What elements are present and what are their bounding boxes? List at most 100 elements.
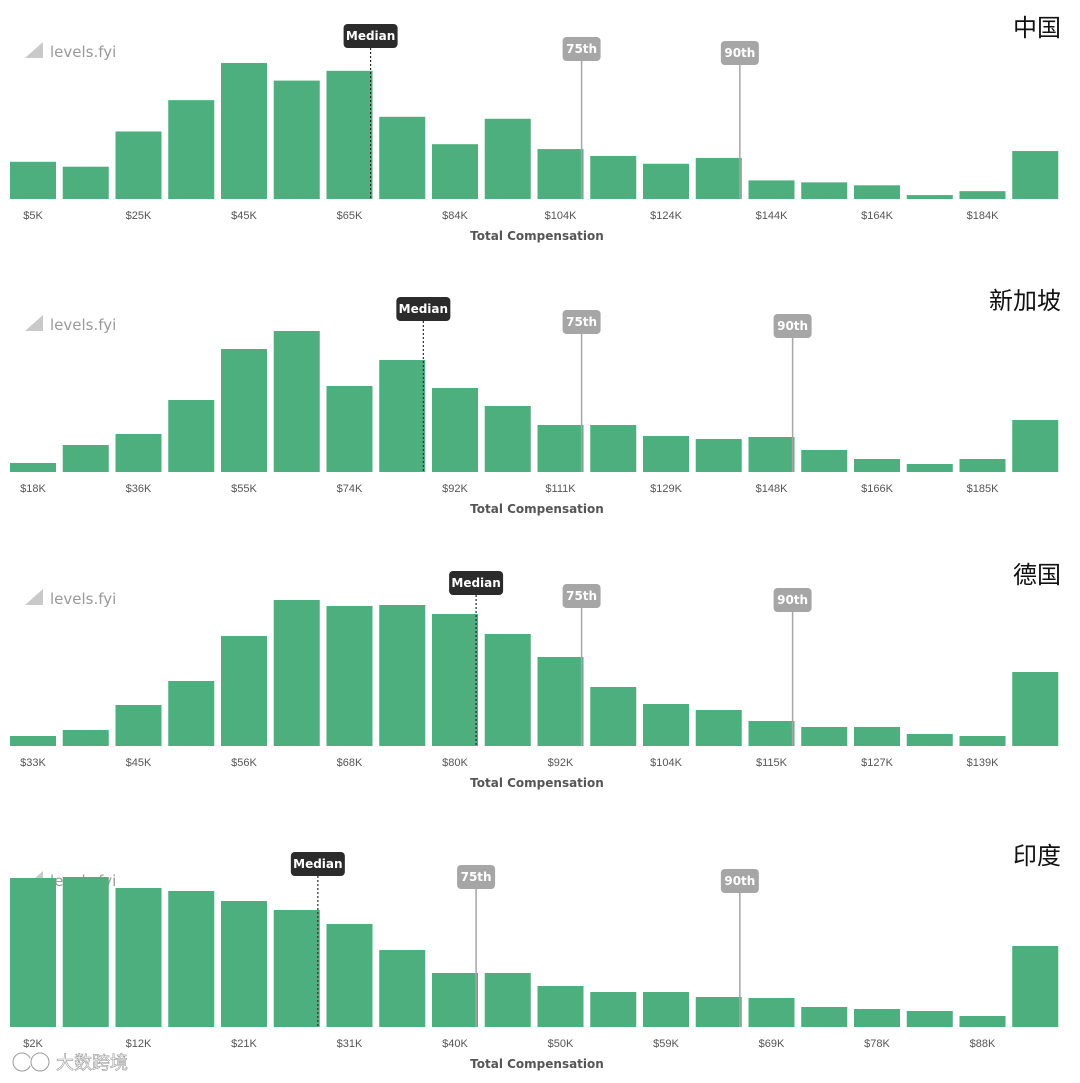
marker-label: Median (451, 576, 500, 590)
bar[interactable] (695, 439, 742, 472)
levels-logo: levels.fyi (25, 315, 116, 334)
bar[interactable] (643, 992, 689, 1027)
bar[interactable] (432, 973, 478, 1027)
bar[interactable] (590, 425, 637, 472)
bar[interactable] (537, 657, 584, 746)
country-title: 新加坡 (989, 287, 1061, 315)
bar[interactable] (115, 434, 162, 472)
bar[interactable] (959, 1016, 1006, 1027)
bar[interactable] (959, 459, 1006, 472)
bar[interactable] (695, 157, 742, 199)
bar[interactable] (432, 614, 478, 746)
bar[interactable] (959, 736, 1006, 746)
bar[interactable] (62, 877, 109, 1027)
bar[interactable] (695, 710, 742, 746)
bar[interactable] (432, 388, 478, 472)
bar[interactable] (379, 950, 426, 1027)
median-marker: Median (343, 24, 398, 199)
bar[interactable] (590, 992, 637, 1027)
bar[interactable] (537, 986, 584, 1027)
x-tick-label: $50K (548, 1038, 574, 1050)
bar[interactable] (748, 998, 795, 1027)
bar[interactable] (168, 100, 215, 199)
bar[interactable] (906, 464, 953, 472)
bar[interactable] (10, 736, 56, 746)
bar[interactable] (801, 1007, 848, 1027)
bar[interactable] (221, 636, 267, 746)
bar[interactable] (906, 1011, 953, 1027)
percentile-marker-75th: 75th (562, 37, 601, 199)
bar[interactable] (854, 459, 900, 472)
bar[interactable] (537, 425, 584, 472)
x-tick-label: $78K (864, 1038, 890, 1050)
bar[interactable] (537, 149, 584, 199)
bar[interactable] (801, 727, 848, 746)
bar[interactable] (379, 360, 426, 472)
marker-box (449, 571, 504, 595)
bar[interactable] (62, 445, 109, 472)
bar[interactable] (115, 131, 162, 199)
bar[interactable] (1012, 420, 1059, 472)
bar[interactable] (62, 730, 109, 746)
bar[interactable] (168, 400, 215, 472)
bar[interactable] (590, 155, 637, 199)
x-tick-label: $68K (337, 757, 363, 769)
bar[interactable] (854, 1009, 900, 1027)
levels-logo-icon (25, 589, 43, 605)
bar[interactable] (379, 116, 426, 199)
bar[interactable] (906, 195, 953, 199)
bar[interactable] (643, 704, 689, 746)
bar[interactable] (221, 349, 267, 472)
bar[interactable] (906, 734, 953, 746)
bar[interactable] (1012, 946, 1059, 1027)
bar[interactable] (326, 924, 373, 1027)
bar[interactable] (10, 463, 56, 472)
bar[interactable] (115, 888, 162, 1027)
bar[interactable] (748, 180, 795, 199)
bar[interactable] (590, 687, 637, 746)
bar[interactable] (432, 144, 478, 199)
x-tick-label: $139K (967, 757, 999, 769)
bar[interactable] (168, 891, 215, 1027)
x-axis-label: Total Compensation (470, 776, 604, 790)
percentile-marker-75th: 75th (457, 865, 496, 1027)
bar[interactable] (748, 721, 795, 746)
bar[interactable] (273, 600, 320, 746)
bar[interactable] (10, 161, 56, 199)
bar[interactable] (326, 606, 373, 746)
bar[interactable] (1012, 151, 1059, 199)
bar[interactable] (484, 634, 531, 746)
bar[interactable] (801, 450, 848, 472)
bar[interactable] (959, 191, 1006, 199)
x-tick-label: $45K (231, 210, 257, 222)
bar[interactable] (273, 331, 320, 472)
chart-panel-3: levels.fyiMedian75th90th$2K$12K$21K$31K$… (10, 842, 1061, 1071)
x-tick-label: $111K (545, 483, 576, 495)
percentile-marker-90th: 90th (720, 41, 759, 199)
bar[interactable] (168, 681, 215, 746)
bar[interactable] (273, 910, 320, 1027)
bar[interactable] (10, 878, 56, 1027)
bar[interactable] (484, 406, 531, 472)
bar[interactable] (484, 973, 531, 1027)
bar[interactable] (643, 163, 689, 199)
bar[interactable] (1012, 672, 1059, 746)
bar[interactable] (379, 605, 426, 746)
bar[interactable] (221, 62, 267, 199)
bar[interactable] (801, 182, 848, 199)
bar[interactable] (695, 997, 742, 1027)
bar[interactable] (62, 166, 109, 199)
bar[interactable] (854, 185, 900, 199)
bar[interactable] (748, 437, 795, 472)
bar[interactable] (854, 727, 900, 746)
bar[interactable] (273, 80, 320, 199)
bar[interactable] (643, 436, 689, 472)
bar[interactable] (326, 386, 373, 472)
bar[interactable] (484, 118, 531, 199)
marker-box (773, 314, 812, 338)
bar[interactable] (115, 705, 162, 746)
bar[interactable] (326, 70, 373, 199)
x-tick-label: $21K (231, 1038, 257, 1050)
bar[interactable] (221, 901, 267, 1027)
percentile-marker-75th: 75th (562, 310, 601, 472)
